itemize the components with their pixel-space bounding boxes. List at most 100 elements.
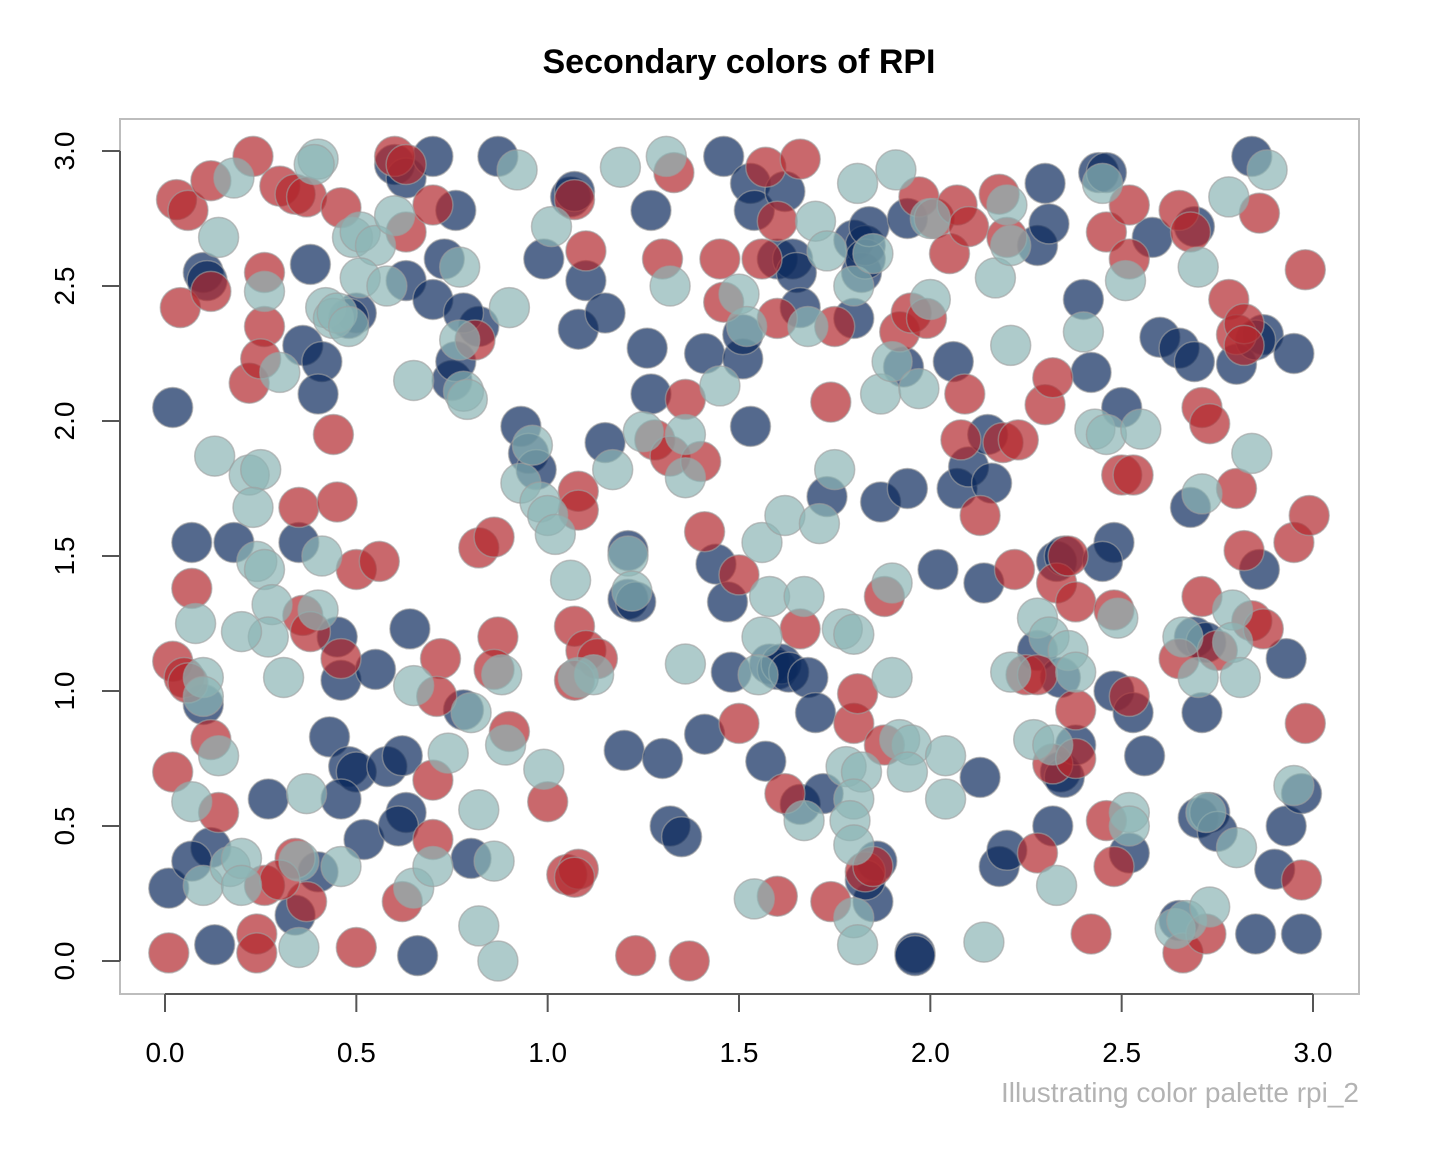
data-point-teal — [852, 232, 894, 275]
data-point-navy — [193, 924, 236, 966]
data-point-navy — [389, 608, 431, 650]
data-point-teal — [989, 651, 1032, 693]
data-point-teal — [530, 205, 573, 248]
data-point-red — [614, 934, 657, 977]
data-point-red — [947, 205, 990, 248]
data-point-navy — [886, 467, 929, 510]
data-point-teal — [239, 448, 282, 491]
data-point-teal — [232, 486, 274, 529]
data-point-navy — [396, 934, 439, 977]
data-point-red — [151, 751, 194, 793]
data-point-teal — [458, 789, 500, 831]
y-tick-label: 1.0 — [49, 672, 80, 711]
data-point-teal — [427, 732, 469, 774]
data-point-red — [1223, 529, 1265, 572]
data-point-red — [1223, 324, 1265, 367]
data-point-teal — [458, 905, 500, 947]
data-point-red — [335, 926, 378, 969]
data-point-teal — [1062, 311, 1105, 353]
data-point-teal — [664, 413, 707, 456]
data-point-teal — [909, 278, 952, 321]
data-point-teal — [293, 143, 335, 186]
data-point-red — [668, 940, 711, 982]
data-point-teal — [871, 340, 913, 383]
points-layer — [148, 135, 1330, 982]
data-point-navy — [1173, 340, 1216, 383]
data-point-red — [940, 419, 982, 461]
data-point-teal — [477, 940, 519, 982]
data-point-navy — [630, 373, 672, 415]
data-point-teal — [174, 602, 217, 645]
data-point-teal — [182, 675, 225, 718]
data-point-red — [959, 494, 1001, 537]
y-tick-label: 2.0 — [49, 402, 80, 441]
data-point-teal — [1211, 621, 1254, 664]
data-point-teal — [909, 197, 952, 240]
y-tick-label: 3.0 — [49, 132, 80, 171]
data-point-navy — [702, 135, 745, 178]
data-point-teal — [699, 365, 741, 407]
data-point-red — [756, 200, 799, 242]
data-point-navy — [1181, 691, 1223, 734]
data-point-navy — [1265, 637, 1307, 680]
data-point-navy — [894, 934, 936, 977]
data-point-teal — [664, 456, 707, 499]
data-point-navy — [381, 735, 424, 777]
data-point-teal — [622, 411, 665, 453]
x-axis: 0.0 0.5 1.0 1.5 2.0 2.5 3.0 — [146, 993, 1332, 1068]
data-point-red — [1188, 402, 1231, 445]
data-point-teal — [511, 424, 554, 467]
data-point-teal — [488, 286, 531, 329]
y-tick-label: 2.5 — [49, 267, 80, 306]
data-point-teal — [836, 924, 879, 966]
data-point-navy — [308, 716, 351, 758]
data-point-red — [148, 932, 190, 974]
data-point-red — [1108, 675, 1151, 718]
data-point-teal — [986, 184, 1028, 226]
data-point-teal — [733, 878, 776, 920]
data-point-teal — [1085, 413, 1128, 456]
y-axis: 0.0 0.5 1.0 1.5 2.0 2.5 3.0 — [49, 132, 121, 980]
data-point-teal — [301, 535, 343, 577]
data-point-red — [779, 138, 821, 180]
data-point-navy — [1234, 913, 1277, 955]
data-point-teal — [886, 751, 929, 793]
data-point-teal — [285, 772, 328, 815]
data-point-teal — [220, 610, 263, 653]
data-point-navy — [660, 816, 703, 858]
data-point-teal — [599, 146, 642, 188]
data-point-teal — [833, 265, 875, 307]
data-point-teal — [197, 735, 240, 777]
data-point-teal — [989, 324, 1032, 367]
data-point-navy — [1070, 351, 1112, 394]
data-point-red — [316, 481, 358, 523]
data-point-teal — [480, 654, 523, 696]
y-tick-label: 0.5 — [49, 807, 80, 846]
data-point-navy — [320, 778, 362, 820]
data-point-red — [1054, 581, 1097, 623]
data-point-teal — [737, 654, 779, 696]
data-point-navy — [1280, 913, 1323, 955]
data-point-teal — [871, 562, 913, 604]
data-point-teal — [373, 195, 416, 237]
data-point-teal — [875, 149, 917, 191]
data-point-red — [997, 419, 1040, 461]
data-point-teal — [496, 149, 538, 191]
data-point-teal — [1185, 791, 1227, 834]
data-point-red — [810, 381, 852, 423]
data-point-navy — [151, 386, 194, 429]
data-point-teal — [741, 521, 783, 564]
data-point-navy — [1024, 162, 1066, 205]
data-point-teal — [645, 135, 688, 178]
data-point-teal — [1120, 408, 1162, 450]
data-point-red — [358, 540, 401, 583]
x-tick-label: 1.0 — [528, 1037, 567, 1068]
data-point-teal — [450, 691, 492, 734]
data-point-teal — [741, 616, 783, 658]
data-point-red — [565, 230, 607, 272]
data-point-red — [236, 932, 278, 974]
data-point-red — [718, 554, 760, 596]
x-tick-label: 0.0 — [146, 1037, 185, 1068]
data-point-teal — [833, 613, 875, 656]
data-point-red — [993, 548, 1036, 591]
